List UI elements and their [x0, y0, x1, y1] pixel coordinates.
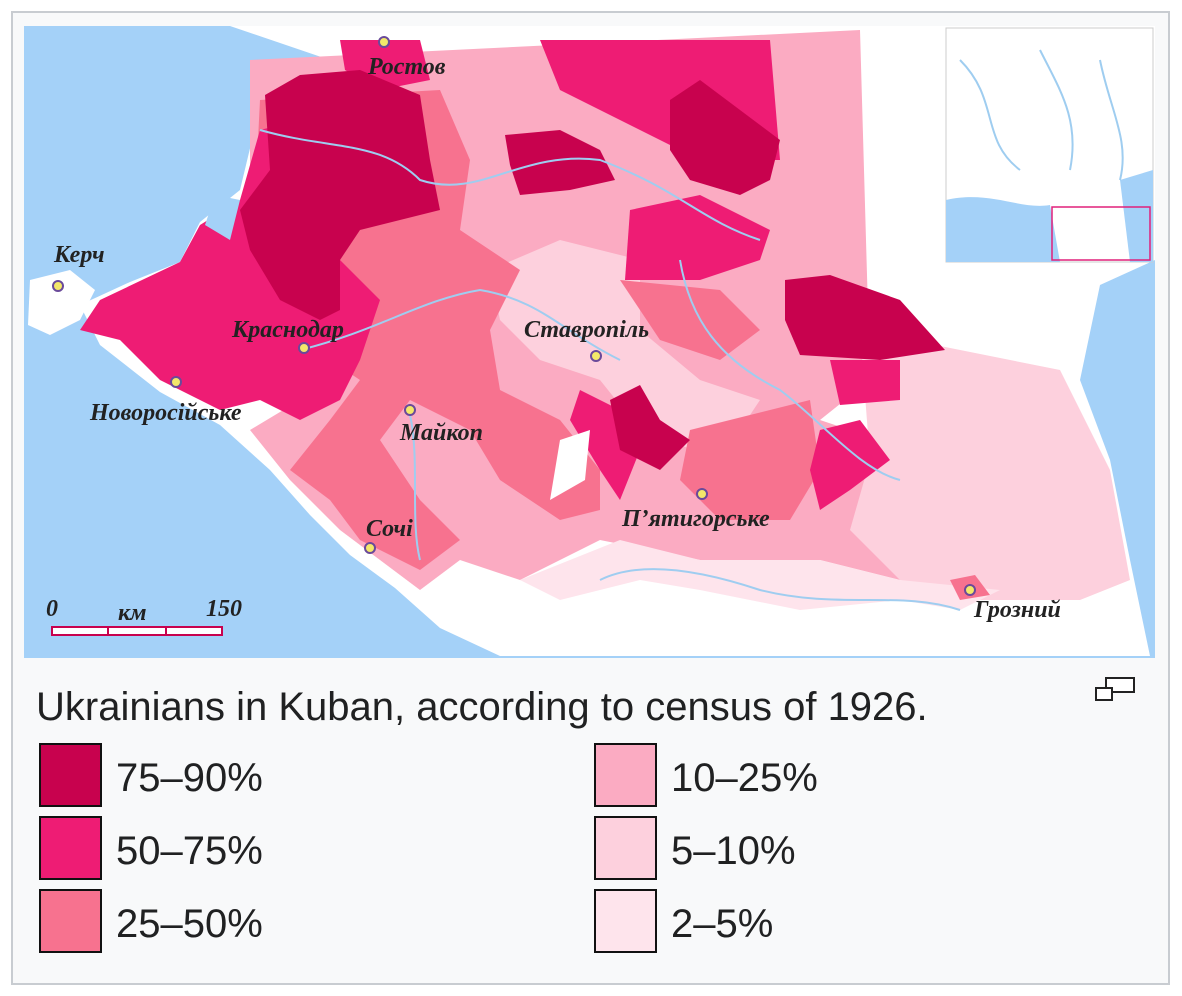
- legend-swatch: [594, 743, 657, 807]
- region: [625, 195, 770, 280]
- region: [505, 130, 615, 195]
- legend-swatch: [39, 889, 102, 953]
- legend-swatch: [594, 889, 657, 953]
- region: [850, 330, 1130, 600]
- scale-start: 0: [46, 596, 58, 622]
- lagoon: [205, 195, 240, 240]
- region: [785, 275, 945, 360]
- city-label: Майкоп: [399, 420, 483, 446]
- legend-label: 10–25%: [671, 756, 818, 800]
- inset-map: [945, 27, 1154, 263]
- city-label: Ростов: [367, 54, 446, 80]
- region: [610, 385, 690, 470]
- region: [810, 420, 890, 510]
- cities: Ростов Керч Краснодар Новоросійське Майк…: [52, 36, 1061, 623]
- legend-swatch: [39, 743, 102, 807]
- legend: 75–90% 50–75% 25–50% 10–25% 5–10% 2–5%: [39, 743, 818, 953]
- legend-label: 75–90%: [116, 756, 263, 800]
- regions: [80, 30, 1130, 610]
- scale-bar: 0 км 150: [46, 596, 242, 636]
- city-label: Керч: [53, 242, 105, 268]
- city-label: Краснодар: [231, 317, 344, 343]
- legend-swatch: [39, 816, 102, 880]
- city-label: П’ятигорське: [621, 506, 770, 532]
- magnify-icon[interactable]: [1095, 677, 1135, 701]
- region: [830, 360, 900, 405]
- region: [620, 280, 760, 360]
- lake: [550, 430, 590, 500]
- city-label: Ставропіль: [524, 317, 649, 343]
- scale-unit: км: [118, 600, 147, 626]
- legend-label: 2–5%: [671, 902, 773, 946]
- scale-end: 150: [206, 596, 242, 622]
- legend-label: 5–10%: [671, 829, 796, 873]
- city-label: Новоросійське: [89, 400, 242, 426]
- rivers: [259, 129, 961, 611]
- city-label: Грозний: [973, 597, 1061, 623]
- region: [520, 540, 1000, 610]
- city-label: Сочі: [366, 516, 413, 542]
- legend-swatch: [594, 816, 657, 880]
- region: [240, 70, 440, 320]
- region: [670, 80, 780, 195]
- caption: Ukrainians in Kuban, according to census…: [36, 685, 928, 729]
- legend-label: 25–50%: [116, 902, 263, 946]
- region: [490, 240, 760, 460]
- region: [680, 400, 820, 520]
- legend-label: 50–75%: [116, 829, 263, 873]
- kerch-land: [28, 270, 95, 335]
